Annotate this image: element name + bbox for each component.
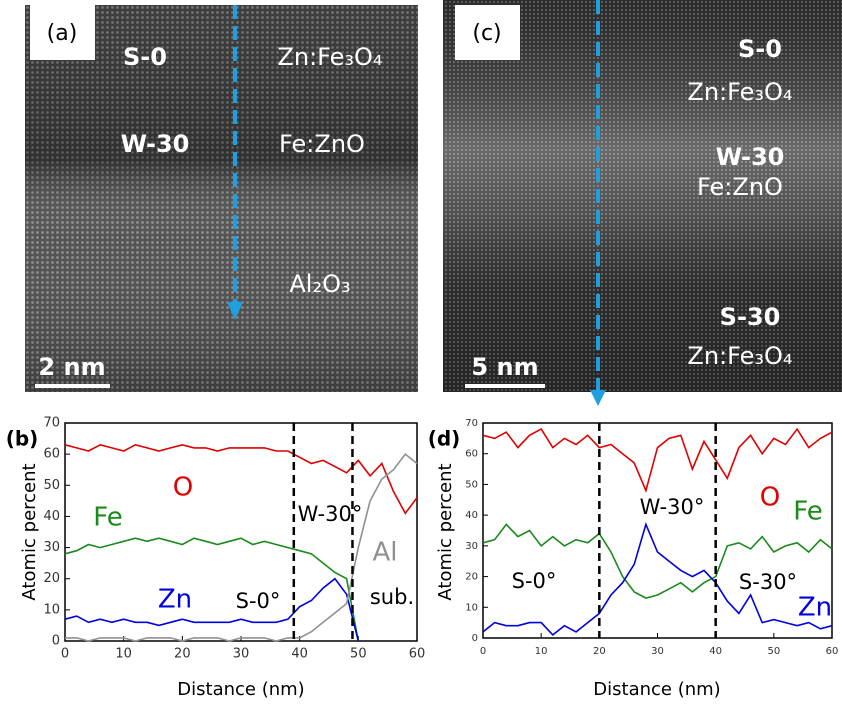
scale-bar-label: 2 nm <box>38 353 105 381</box>
plot-frame <box>482 422 833 639</box>
y-tick-label: 70 <box>43 416 60 431</box>
panel-label: (a) <box>47 21 78 46</box>
x-tick-label: 30 <box>651 646 664 657</box>
series-line <box>482 427 833 494</box>
panel-label: (b) <box>6 427 39 451</box>
series-line <box>64 537 360 642</box>
y-tick-label: 60 <box>465 449 478 460</box>
x-axis-label: Distance (nm) <box>177 679 304 700</box>
image-a <box>25 5 418 392</box>
series-label: Zn <box>158 585 192 615</box>
series-label: Al <box>372 538 397 568</box>
x-tick-label: 60 <box>409 647 426 662</box>
y-tick-label: 40 <box>465 510 478 521</box>
layer-label: Zn:Fe₃O₄ <box>277 43 382 71</box>
layer-label: Fe:ZnO <box>697 173 783 201</box>
series-label: Zn <box>798 593 832 623</box>
x-tick-label: 0 <box>480 646 486 657</box>
layer-label: Fe:ZnO <box>279 130 365 158</box>
annotation: S-0° <box>236 589 281 613</box>
layer-label: S-30 <box>720 303 781 331</box>
y-tick-label: 10 <box>43 602 60 617</box>
series-line <box>64 577 360 642</box>
y-tick-label: 60 <box>43 447 60 462</box>
layer-label: Zn:Fe₃O₄ <box>687 78 792 106</box>
annotation: S-0° <box>512 569 557 593</box>
series-label: O <box>173 473 193 503</box>
annotation: S-30° <box>739 570 797 594</box>
y-tick-label: 30 <box>43 540 60 555</box>
x-tick-label: 30 <box>233 647 250 662</box>
layer-label: W-30 <box>716 143 785 171</box>
series-label: O <box>760 483 780 513</box>
y-tick-label: 20 <box>465 572 478 583</box>
x-tick-label: 20 <box>593 646 606 657</box>
image-c <box>443 0 842 406</box>
panel-label: (c) <box>472 21 501 46</box>
x-tick-label: 10 <box>535 646 548 657</box>
series-line <box>64 443 418 515</box>
series-line <box>65 452 418 642</box>
x-tick-label: 50 <box>767 646 780 657</box>
series-label: Fe <box>93 503 123 533</box>
y-tick-label: 50 <box>43 478 60 493</box>
series-label: Fe <box>793 497 823 527</box>
series-line <box>482 523 833 599</box>
annotation: W-30° <box>298 502 363 526</box>
layer-label: S-0 <box>738 35 782 63</box>
y-tick-label: 20 <box>43 571 60 586</box>
series-line <box>482 522 833 636</box>
layer-label: S-0 <box>123 43 167 71</box>
x-tick-label: 40 <box>709 646 722 657</box>
x-tick-label: 50 <box>350 647 367 662</box>
y-tick-label: 30 <box>465 541 478 552</box>
y-tick-label: 40 <box>43 509 60 524</box>
x-tick-label: 10 <box>115 647 132 662</box>
x-tick-label: 40 <box>291 647 308 662</box>
x-tick-label: 0 <box>61 647 69 662</box>
y-axis-label: Atomic percent <box>435 463 456 600</box>
annotation: sub. <box>370 585 414 609</box>
panel-label: (d) <box>428 427 461 451</box>
y-tick-label: 70 <box>465 418 478 429</box>
x-tick-label: 60 <box>826 646 839 657</box>
x-axis-label: Distance (nm) <box>593 679 720 700</box>
y-tick-label: 50 <box>465 479 478 490</box>
y-axis-label: Atomic percent <box>19 463 40 600</box>
y-tick-label: 0 <box>472 633 478 644</box>
scale-bar-label: 5 nm <box>471 353 538 381</box>
layer-label: W-30 <box>121 130 190 158</box>
layer-label: Al₂O₃ <box>289 270 350 298</box>
annotation: W-30° <box>640 495 705 519</box>
layer-label: Zn:Fe₃O₄ <box>687 342 792 370</box>
x-tick-label: 20 <box>174 647 191 662</box>
y-tick-label: 10 <box>465 602 478 613</box>
y-tick-label: 0 <box>52 634 60 649</box>
